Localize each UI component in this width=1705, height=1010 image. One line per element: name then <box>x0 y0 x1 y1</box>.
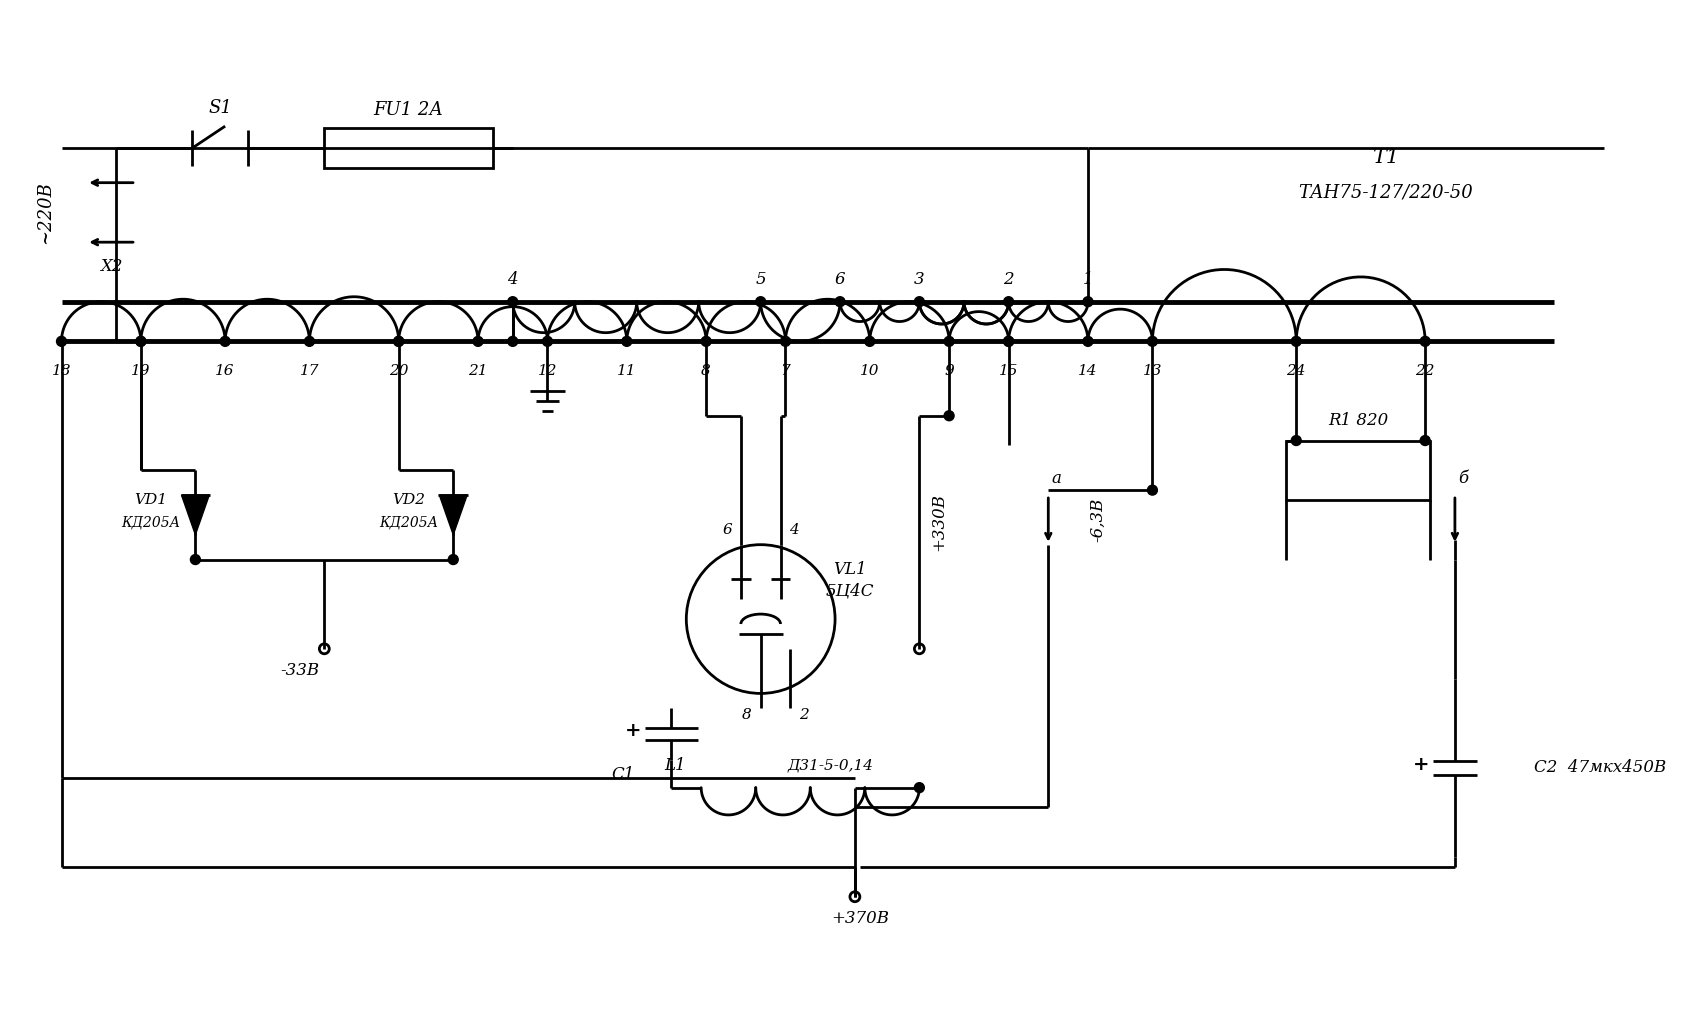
Circle shape <box>755 297 766 307</box>
Text: 24: 24 <box>1286 365 1306 378</box>
Circle shape <box>1147 485 1156 495</box>
Circle shape <box>914 297 924 307</box>
Text: 12: 12 <box>537 365 558 378</box>
Text: VL1: VL1 <box>832 561 866 578</box>
Text: 6: 6 <box>834 272 846 289</box>
Circle shape <box>220 336 230 346</box>
Text: 4: 4 <box>789 523 800 536</box>
Circle shape <box>1003 336 1013 346</box>
Text: 11: 11 <box>617 365 636 378</box>
Circle shape <box>701 336 711 346</box>
Text: +: + <box>1412 755 1429 774</box>
Text: а: а <box>1050 470 1061 487</box>
Circle shape <box>622 336 631 346</box>
Text: R1 820: R1 820 <box>1326 412 1388 429</box>
Circle shape <box>136 336 145 346</box>
Polygon shape <box>440 495 467 534</box>
Circle shape <box>834 297 844 307</box>
Text: 19: 19 <box>131 365 150 378</box>
Text: VD2: VD2 <box>392 493 425 507</box>
Text: 9: 9 <box>943 365 953 378</box>
Circle shape <box>1083 297 1093 307</box>
Text: -33В: -33В <box>280 663 319 679</box>
Text: 21: 21 <box>467 365 488 378</box>
Text: L1: L1 <box>665 758 685 775</box>
Circle shape <box>914 783 924 793</box>
Text: 13: 13 <box>1142 365 1161 378</box>
Text: X2: X2 <box>101 259 123 276</box>
Text: 3: 3 <box>914 272 924 289</box>
Circle shape <box>1291 435 1301 445</box>
Text: +330В: +330В <box>931 493 948 551</box>
Circle shape <box>1291 336 1301 346</box>
Circle shape <box>943 411 953 421</box>
Text: +: + <box>624 722 641 740</box>
Circle shape <box>1147 336 1156 346</box>
Circle shape <box>1083 336 1093 346</box>
Circle shape <box>508 297 517 307</box>
Text: 6: 6 <box>721 523 731 536</box>
Text: VD1: VD1 <box>135 493 167 507</box>
Text: -6,3В: -6,3В <box>1089 498 1107 542</box>
Text: C1: C1 <box>610 767 634 784</box>
Text: 15: 15 <box>999 365 1018 378</box>
Circle shape <box>136 336 145 346</box>
Bar <box>1286 440 1429 500</box>
Text: 5Ц4С: 5Ц4С <box>825 583 873 600</box>
Text: 5: 5 <box>755 272 766 289</box>
Circle shape <box>472 336 483 346</box>
Text: б: б <box>1458 470 1466 487</box>
Text: 2: 2 <box>1003 272 1013 289</box>
Text: FU1 2А: FU1 2А <box>373 101 443 119</box>
Text: S1: S1 <box>208 99 232 117</box>
Circle shape <box>781 336 789 346</box>
Text: 14: 14 <box>1078 365 1096 378</box>
Text: Д31-5-0,14: Д31-5-0,14 <box>786 759 873 773</box>
Circle shape <box>508 336 517 346</box>
Text: 22: 22 <box>1415 365 1434 378</box>
Text: 8: 8 <box>701 365 711 378</box>
Text: КД205А: КД205А <box>379 516 438 530</box>
Text: 18: 18 <box>51 365 72 378</box>
Circle shape <box>394 336 404 346</box>
Bar <box>324 128 493 168</box>
Text: КД205А: КД205А <box>121 516 181 530</box>
Circle shape <box>864 336 875 346</box>
Circle shape <box>542 336 552 346</box>
Text: ТАН75-127/220-50: ТАН75-127/220-50 <box>1298 184 1471 202</box>
Text: C2  47мкx450В: C2 47мкx450В <box>1533 760 1666 777</box>
Circle shape <box>1003 297 1013 307</box>
Text: 7: 7 <box>781 365 789 378</box>
Text: 8: 8 <box>742 708 752 722</box>
Text: ~220В: ~220В <box>36 181 53 243</box>
Text: 10: 10 <box>859 365 880 378</box>
Text: T1: T1 <box>1371 148 1398 168</box>
Circle shape <box>303 336 314 346</box>
Text: +370В: +370В <box>830 910 888 927</box>
Circle shape <box>943 336 953 346</box>
Text: 17: 17 <box>300 365 319 378</box>
Circle shape <box>56 336 66 346</box>
Circle shape <box>191 554 199 565</box>
Circle shape <box>394 336 404 346</box>
Circle shape <box>448 554 459 565</box>
Text: 2: 2 <box>800 708 808 722</box>
Circle shape <box>1003 336 1013 346</box>
Text: 20: 20 <box>389 365 407 378</box>
Circle shape <box>1419 435 1429 445</box>
Circle shape <box>1419 336 1429 346</box>
Text: 1: 1 <box>1083 272 1093 289</box>
Text: 4: 4 <box>506 272 518 289</box>
Polygon shape <box>181 495 210 534</box>
Text: 16: 16 <box>215 365 235 378</box>
